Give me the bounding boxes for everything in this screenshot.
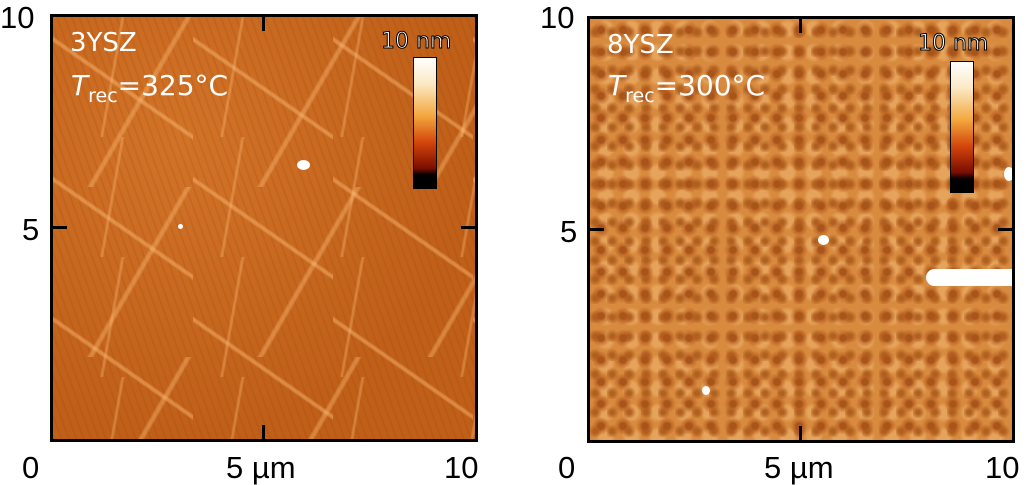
particle (1004, 167, 1012, 181)
sample-label: 3YSZ (70, 28, 137, 58)
x-tick-label-5: 5 µm (226, 450, 296, 485)
tick-right (461, 226, 475, 229)
t-subscript: rec (88, 85, 118, 107)
t-symbol: T (608, 69, 626, 102)
tick-left (53, 226, 67, 229)
afm-image-8ysz: 8YSZ Trec=300°C 10 nm (587, 16, 1015, 443)
tick-right (998, 228, 1012, 231)
y-tick-label-5: 5 (22, 212, 40, 247)
y-tick-label-10: 10 (540, 0, 575, 35)
temperature-label: Trec=325°C (71, 72, 228, 106)
tick-top (799, 19, 802, 33)
tick-left (590, 228, 604, 231)
streak-artifact (926, 269, 1012, 286)
colorbar-label: 10 nm (380, 29, 452, 54)
t-value: =325°C (117, 69, 229, 102)
particle (297, 160, 310, 170)
x-tick-label-5: 5 µm (764, 450, 834, 485)
colorbar (413, 57, 437, 189)
t-symbol: T (71, 69, 89, 102)
y-tick-label-0: 0 (558, 450, 576, 485)
tick-top (262, 17, 265, 31)
colorbar (950, 61, 974, 193)
x-tick-label-10: 10 (985, 450, 1020, 485)
particle (702, 386, 710, 395)
colorbar-label: 10 nm (917, 31, 989, 56)
sample-label: 8YSZ (607, 30, 674, 60)
t-subscript: rec (625, 85, 655, 107)
y-tick-label-10: 10 (0, 0, 35, 35)
temperature-label: Trec=300°C (608, 72, 765, 106)
tick-bottom (799, 426, 802, 440)
tick-bottom (262, 425, 265, 439)
t-value: =300°C (654, 69, 766, 102)
y-tick-label-0: 0 (22, 450, 40, 485)
afm-image-3ysz: 3YSZ Trec=325°C 10 nm (50, 14, 478, 442)
y-tick-label-5: 5 (560, 214, 578, 249)
x-tick-label-10: 10 (444, 450, 479, 485)
particle (178, 224, 183, 229)
particle (818, 235, 829, 245)
